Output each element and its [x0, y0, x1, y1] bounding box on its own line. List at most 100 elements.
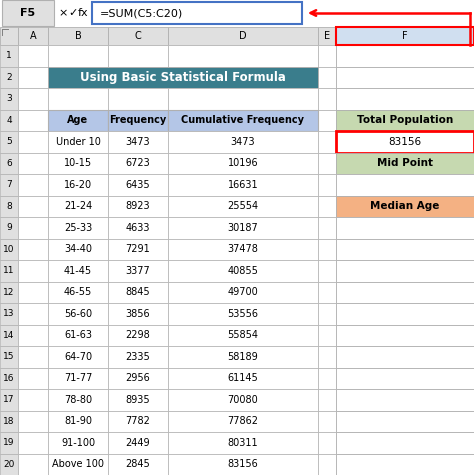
Bar: [336, 389, 474, 410]
Text: 3377: 3377: [126, 266, 150, 276]
Bar: [92, 2, 302, 24]
Bar: [18, 303, 48, 324]
Bar: [0, 66, 18, 88]
Bar: [318, 131, 336, 152]
Text: 3473: 3473: [126, 137, 150, 147]
Bar: [108, 27, 168, 45]
Bar: [168, 217, 318, 238]
Bar: [48, 410, 108, 432]
Text: 64-70: 64-70: [64, 352, 92, 362]
Bar: [168, 45, 318, 66]
Text: 21-24: 21-24: [64, 201, 92, 211]
Bar: [318, 346, 336, 368]
Bar: [0, 238, 18, 260]
Bar: [108, 217, 168, 238]
Bar: [0, 131, 18, 152]
Text: Median Age: Median Age: [370, 201, 440, 211]
Bar: [108, 88, 168, 110]
Bar: [336, 410, 474, 432]
Text: 61-63: 61-63: [64, 330, 92, 340]
Bar: [0, 27, 18, 45]
Bar: [318, 303, 336, 324]
Bar: [0, 410, 18, 432]
Text: 41-45: 41-45: [64, 266, 92, 276]
Bar: [168, 260, 318, 282]
Bar: [48, 260, 108, 282]
Bar: [18, 66, 48, 88]
Text: 10-15: 10-15: [64, 158, 92, 168]
Bar: [108, 152, 168, 174]
Bar: [168, 110, 318, 131]
Text: 7782: 7782: [126, 416, 150, 426]
Bar: [48, 196, 108, 217]
Bar: [318, 282, 336, 303]
Bar: [336, 346, 474, 368]
Text: Above 100: Above 100: [52, 459, 104, 469]
Bar: [318, 324, 336, 346]
Text: 6435: 6435: [126, 180, 150, 190]
Bar: [0, 88, 18, 110]
Bar: [108, 110, 168, 131]
Bar: [336, 110, 474, 131]
Text: ×: ×: [58, 8, 68, 18]
Bar: [18, 324, 48, 346]
Bar: [318, 27, 336, 45]
Bar: [18, 174, 48, 196]
Bar: [0, 432, 18, 454]
Bar: [108, 196, 168, 217]
Text: 8923: 8923: [126, 201, 150, 211]
Bar: [318, 368, 336, 389]
Bar: [336, 88, 474, 110]
Bar: [168, 346, 318, 368]
Text: 55854: 55854: [228, 330, 258, 340]
Bar: [48, 346, 108, 368]
Bar: [18, 282, 48, 303]
Text: 70080: 70080: [228, 395, 258, 405]
Text: 4633: 4633: [126, 223, 150, 233]
Text: 7: 7: [6, 180, 12, 189]
Bar: [18, 346, 48, 368]
Text: 25-33: 25-33: [64, 223, 92, 233]
Bar: [318, 174, 336, 196]
Bar: [18, 260, 48, 282]
Bar: [168, 131, 318, 152]
Text: 20: 20: [3, 460, 15, 469]
Text: 12: 12: [3, 288, 15, 297]
Bar: [48, 454, 108, 475]
Bar: [18, 110, 48, 131]
Bar: [168, 282, 318, 303]
Bar: [0, 389, 18, 410]
Bar: [48, 389, 108, 410]
Text: 8845: 8845: [126, 287, 150, 297]
Bar: [2, 0, 54, 26]
Text: 56-60: 56-60: [64, 309, 92, 319]
Text: 83156: 83156: [228, 459, 258, 469]
Bar: [336, 260, 474, 282]
Bar: [108, 131, 168, 152]
Text: 3856: 3856: [126, 309, 150, 319]
Bar: [168, 88, 318, 110]
Bar: [108, 432, 168, 454]
Bar: [318, 88, 336, 110]
Bar: [336, 66, 474, 88]
Bar: [48, 66, 318, 88]
Text: F5: F5: [20, 8, 36, 18]
Bar: [336, 174, 474, 196]
Text: 2956: 2956: [126, 373, 150, 383]
Text: 3: 3: [6, 94, 12, 103]
Text: 10: 10: [3, 245, 15, 254]
Bar: [48, 282, 108, 303]
Bar: [0, 454, 18, 475]
Text: 40855: 40855: [228, 266, 258, 276]
Text: 2335: 2335: [126, 352, 150, 362]
Text: 15: 15: [3, 352, 15, 361]
Text: 78-80: 78-80: [64, 395, 92, 405]
Bar: [336, 27, 474, 45]
Text: 2: 2: [6, 73, 12, 82]
Text: 30187: 30187: [228, 223, 258, 233]
Bar: [318, 410, 336, 432]
Text: 16631: 16631: [228, 180, 258, 190]
Text: Age: Age: [67, 115, 89, 125]
Bar: [318, 66, 336, 88]
Text: ✓: ✓: [68, 8, 78, 18]
